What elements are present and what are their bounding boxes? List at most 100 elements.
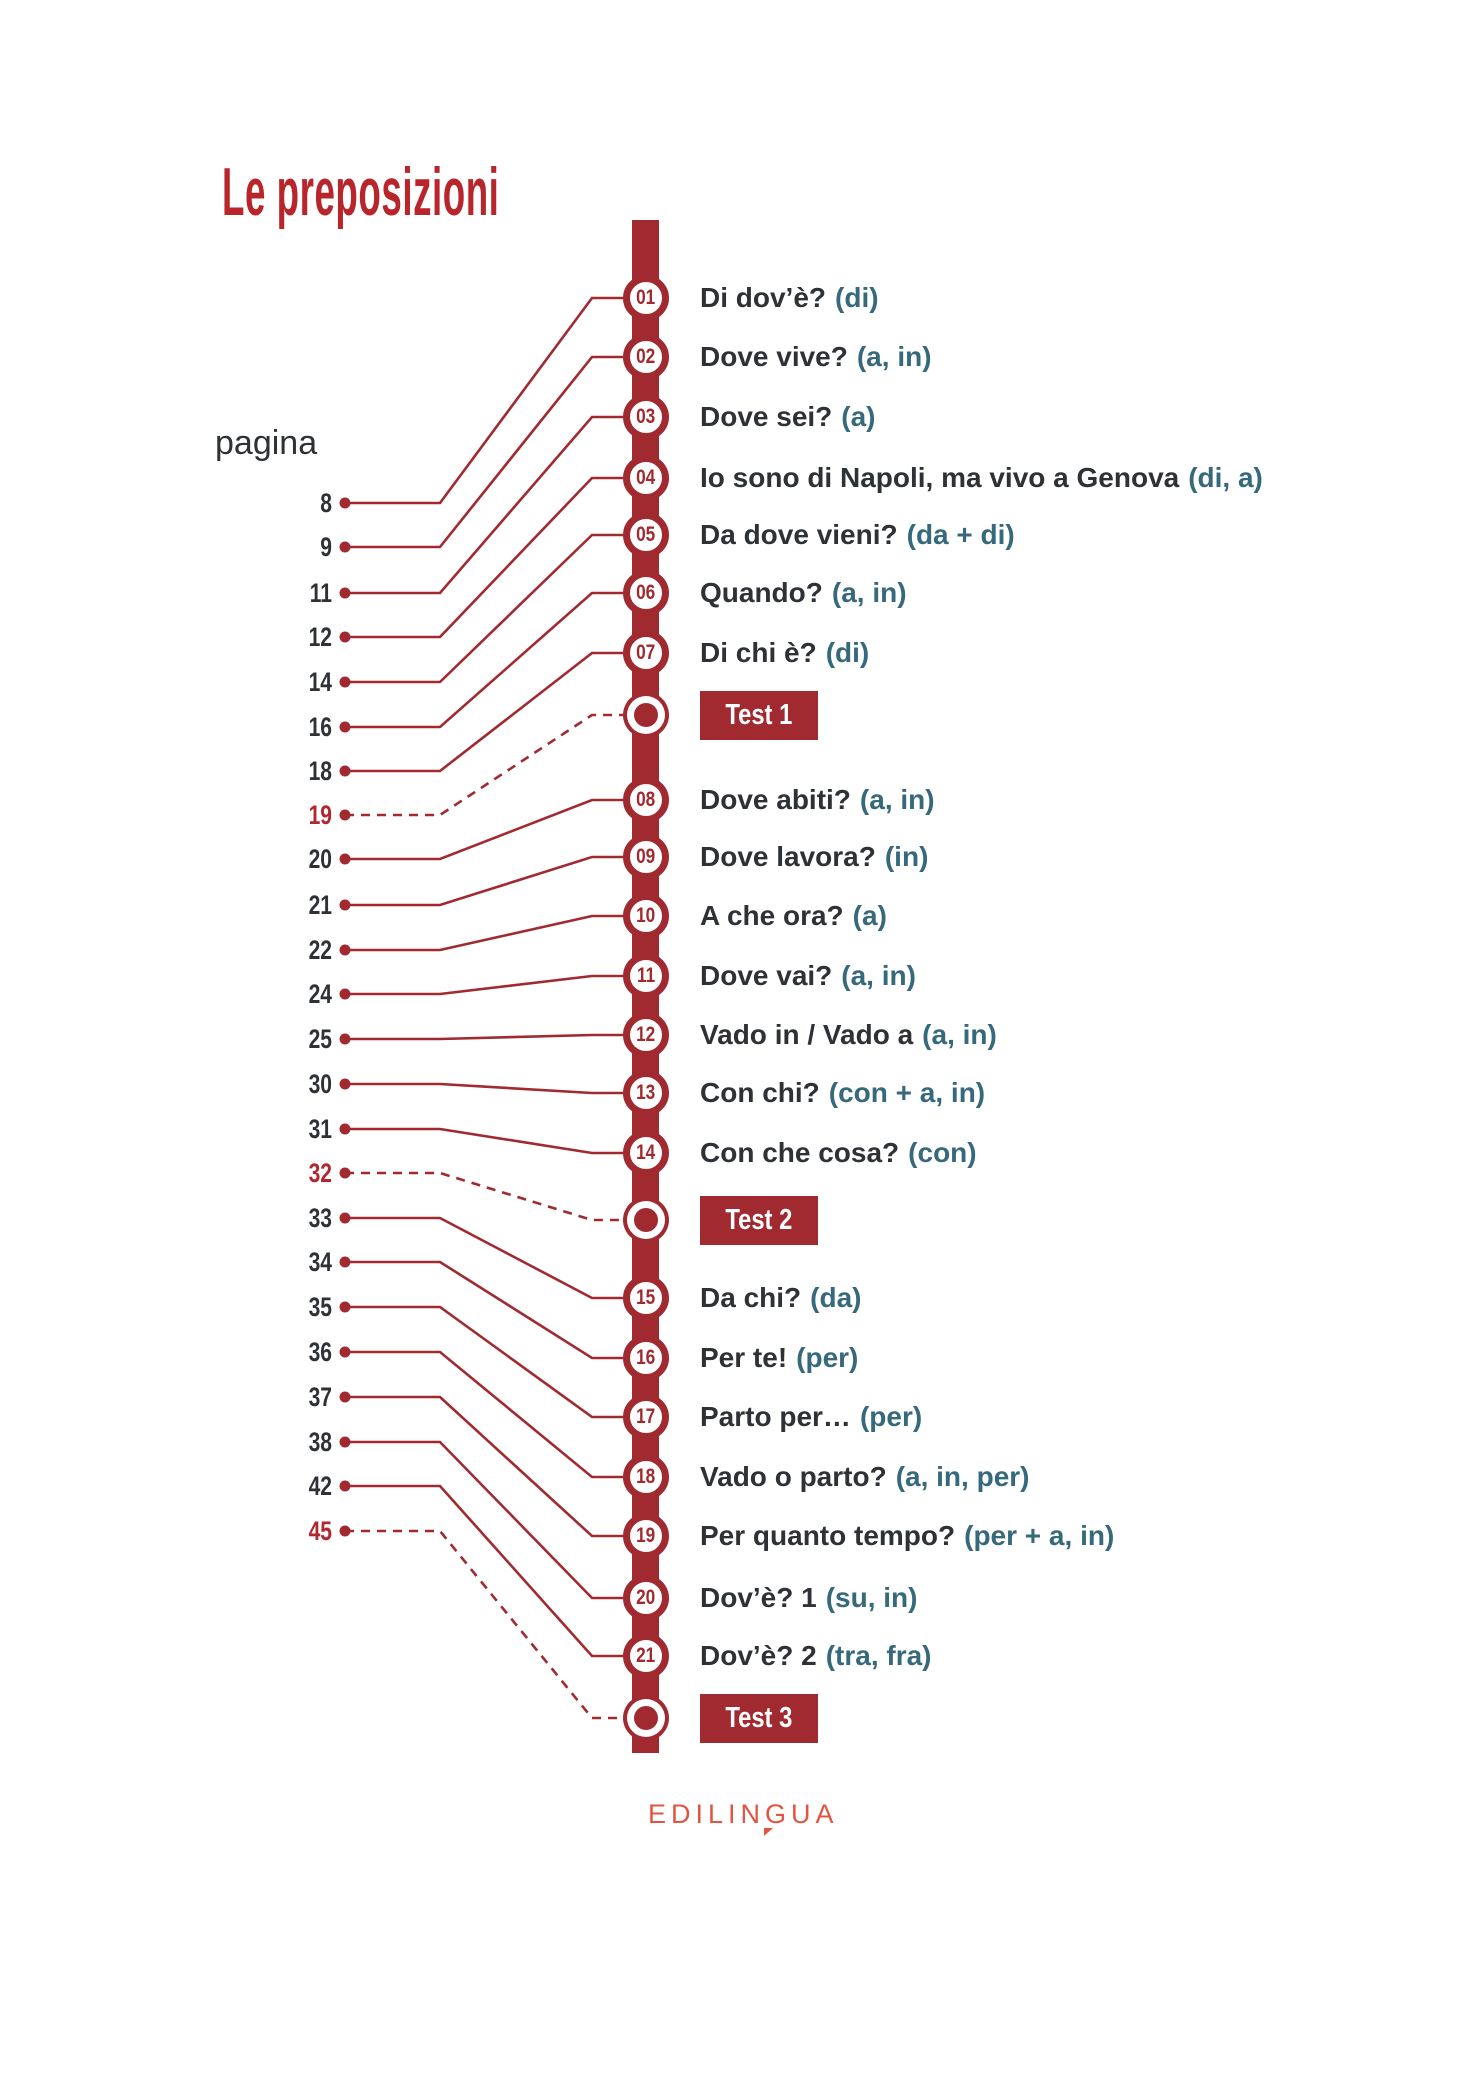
chapter-entry: Con che cosa? (con): [700, 1131, 977, 1175]
chapter-title: Da dove vieni?: [700, 519, 898, 550]
page-number: 38: [308, 1427, 332, 1457]
connector-line: [345, 1529, 623, 1720]
connector-line: [345, 1440, 623, 1600]
chapter-title: Dov’è? 2: [700, 1640, 817, 1671]
pagina-column-label: pagina: [215, 424, 318, 462]
chapter-prepositions: (a, in): [831, 577, 907, 608]
connector-line: [345, 1127, 623, 1155]
chapter-number: 08: [636, 788, 656, 811]
chapter-entry: Dove vai? (a, in): [700, 954, 916, 998]
page-dot: [339, 1480, 351, 1492]
page-dot: [339, 944, 351, 956]
chapter-entry: Con chi? (con + a, in): [700, 1071, 985, 1115]
page-number: 25: [308, 1024, 332, 1054]
page-number: 21: [308, 890, 332, 920]
chapter-prepositions: (di): [825, 637, 870, 668]
chapter-circle: 02: [623, 334, 669, 380]
page-dot: [339, 899, 351, 911]
chapter-title: Per te!: [700, 1342, 788, 1373]
chapter-number: 05: [636, 523, 656, 546]
test-marker: [623, 1197, 669, 1243]
page-dot: [339, 1346, 351, 1358]
page-dot: [339, 1167, 351, 1179]
chapter-prepositions: (tra, fra): [825, 1640, 932, 1671]
test-badge: Test 2: [700, 1196, 818, 1245]
test-badge-label: Test 2: [725, 1204, 793, 1236]
page-number: 34: [308, 1247, 332, 1277]
chapter-number: 21: [636, 1644, 656, 1667]
test-marker-core: [634, 703, 658, 727]
connector-line: [345, 1484, 623, 1658]
chapter-number: 07: [636, 641, 656, 664]
page-number: 14: [308, 667, 332, 697]
chapter-entry: Per quanto tempo? (per + a, in): [700, 1514, 1114, 1558]
page-number: 37: [308, 1382, 332, 1412]
chapter-title: Vado in / Vado a: [700, 1019, 914, 1050]
connector-line: [345, 1395, 623, 1538]
page-dot: [339, 1301, 351, 1313]
chapter-circle: 04: [623, 455, 669, 501]
connector-line: [345, 476, 623, 639]
page-number: 31: [308, 1114, 332, 1144]
page-number: 35: [308, 1292, 332, 1322]
connector-line: [345, 1305, 623, 1419]
chapter-title: Dove sei?: [700, 401, 833, 432]
chapter-circle: 05: [623, 512, 669, 558]
connector-line: [345, 1260, 623, 1360]
chapter-prepositions: (a): [852, 900, 887, 931]
page-number: 22: [308, 935, 332, 965]
page-number: 19: [308, 800, 332, 830]
chapter-title: Parto per…: [700, 1401, 851, 1432]
chapter-circle: 01: [623, 275, 669, 321]
test-badge: Test 3: [700, 1694, 818, 1743]
chapter-prepositions: (di, a): [1188, 462, 1263, 493]
chapter-circle: 16: [623, 1335, 669, 1381]
chapter-prepositions: (a, in): [841, 960, 916, 991]
chapter-number: 18: [636, 1465, 656, 1488]
page-dot: [339, 587, 351, 599]
chapter-number: 19: [636, 1524, 656, 1547]
connector-line: [345, 1171, 623, 1222]
chapter-circle: 15: [623, 1275, 669, 1321]
chapter-title: Di dov’è?: [700, 282, 827, 313]
chapter-title: Dove vive?: [700, 341, 848, 372]
test-badge-label: Test 1: [725, 699, 793, 731]
chapter-circle: 20: [623, 1575, 669, 1621]
chapter-title: Per quanto tempo?: [700, 1520, 956, 1551]
page-number: 18: [308, 756, 332, 786]
chapter-prepositions: (per + a, in): [964, 1520, 1115, 1551]
test-marker-core: [634, 1208, 658, 1232]
connector-line: [345, 533, 623, 684]
chapter-prepositions: (da + di): [906, 519, 1015, 550]
chapter-entry: Vado in / Vado a (a, in): [700, 1013, 997, 1057]
test-badge: Test 1: [700, 691, 818, 740]
chapter-circle: 13: [623, 1070, 669, 1116]
chapter-entry: Di chi è? (di): [700, 631, 869, 675]
chapter-circle: 09: [623, 834, 669, 880]
chapter-entry: Dov’è? 2 (tra, fra): [700, 1634, 932, 1678]
test-marker-core: [634, 1706, 658, 1730]
page-number: 32: [308, 1158, 332, 1188]
page-dot: [339, 765, 351, 777]
chapter-number: 09: [636, 845, 656, 868]
chapter-number: 04: [636, 466, 656, 489]
chapter-circle: 03: [623, 394, 669, 440]
chapter-entry: Da chi? (da): [700, 1276, 861, 1320]
page-dot: [339, 1033, 351, 1045]
page-dot: [339, 1436, 351, 1448]
chapter-entry: Dove lavora? (in): [700, 835, 928, 879]
chapter-title: Dove lavora?: [700, 841, 876, 872]
chapter-number: 02: [636, 345, 656, 368]
chapter-entry: Io sono di Napoli, ma vivo a Genova (di, …: [700, 456, 1263, 500]
test-marker: [623, 1695, 669, 1741]
chapter-entry: Da dove vieni? (da + di): [700, 513, 1015, 557]
chapter-circle: 17: [623, 1394, 669, 1440]
chapter-entry: Dove abiti? (a, in): [700, 778, 935, 822]
connector-line: [345, 1082, 623, 1095]
test-marker: [623, 692, 669, 738]
publisher-logo: EDILINGUA: [648, 1799, 839, 1836]
connector-line: [345, 1350, 623, 1479]
chapter-prepositions: (a, in): [922, 1019, 997, 1050]
